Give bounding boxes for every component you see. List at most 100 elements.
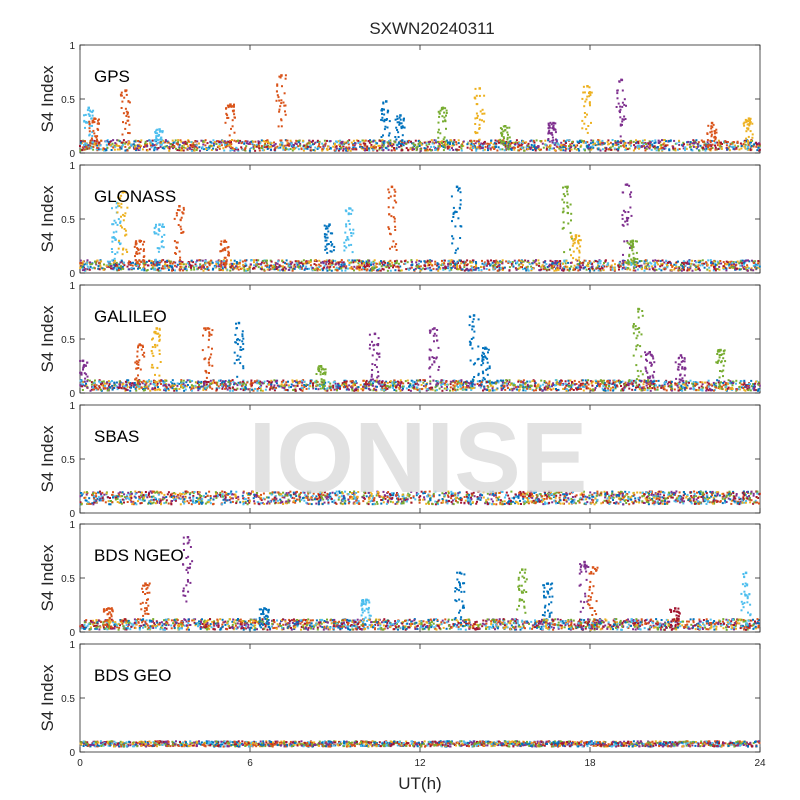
peak-point — [474, 123, 477, 125]
data-point — [605, 265, 608, 268]
data-point — [488, 145, 491, 148]
data-point — [161, 147, 164, 150]
data-point — [314, 141, 317, 144]
data-point — [353, 265, 356, 268]
data-point — [513, 143, 516, 146]
data-point — [660, 144, 663, 146]
data-point — [558, 262, 560, 265]
data-point — [269, 143, 272, 146]
data-point — [597, 262, 600, 265]
peak-point — [90, 139, 93, 142]
data-point — [175, 389, 178, 392]
peak-point — [394, 229, 397, 231]
data-point — [220, 264, 223, 267]
data-point — [510, 142, 513, 144]
data-point — [681, 265, 684, 267]
data-point — [191, 264, 194, 267]
data-point — [360, 264, 363, 267]
data-point — [222, 269, 224, 272]
data-point — [569, 379, 572, 382]
peak-point — [555, 140, 558, 143]
data-point — [135, 147, 138, 150]
data-point — [659, 140, 662, 143]
data-point — [716, 268, 719, 270]
data-point — [179, 266, 182, 269]
data-point — [264, 264, 267, 267]
data-point — [757, 146, 760, 149]
data-point — [710, 140, 713, 142]
data-point — [504, 142, 507, 145]
data-point — [378, 144, 381, 147]
data-point — [658, 147, 661, 150]
data-point — [311, 148, 314, 151]
data-point — [316, 269, 319, 272]
peak-point — [555, 138, 557, 141]
peak-point — [621, 101, 624, 104]
peak-point — [578, 251, 581, 254]
data-point — [673, 263, 676, 266]
data-point — [169, 262, 172, 265]
data-point — [361, 146, 364, 149]
peak-point — [120, 206, 123, 209]
data-point — [244, 259, 246, 262]
peak-point — [175, 246, 178, 249]
data-point — [316, 140, 319, 143]
data-point — [492, 143, 495, 146]
data-point — [148, 260, 151, 262]
data-point — [143, 145, 145, 148]
peak-point — [387, 134, 390, 137]
data-point — [598, 269, 601, 272]
data-point — [245, 264, 248, 267]
data-point — [716, 264, 719, 266]
data-point — [202, 385, 205, 388]
data-point — [538, 149, 541, 152]
data-point — [641, 139, 644, 142]
peak-point — [445, 109, 448, 112]
data-point — [735, 147, 738, 150]
data-point — [361, 139, 364, 142]
data-point — [619, 145, 622, 148]
data-point — [463, 266, 466, 268]
peak-point — [548, 132, 551, 135]
data-point — [604, 260, 607, 263]
data-point — [462, 140, 465, 143]
data-point — [374, 139, 377, 142]
data-point — [603, 142, 606, 145]
data-point — [156, 384, 159, 387]
data-point — [682, 144, 685, 147]
data-point — [666, 382, 669, 385]
data-point — [489, 147, 492, 150]
data-point — [484, 262, 487, 265]
data-point — [105, 143, 108, 146]
data-point — [344, 379, 347, 382]
peak-point — [157, 138, 160, 141]
peak-point — [83, 119, 86, 122]
data-point — [535, 259, 537, 262]
data-point — [285, 259, 288, 262]
data-point — [524, 267, 526, 270]
data-point — [572, 389, 575, 391]
data-point — [252, 140, 255, 143]
peak-point — [388, 120, 391, 123]
peak-point — [143, 255, 146, 258]
data-point — [394, 260, 396, 263]
peak-point — [120, 91, 123, 94]
peak-point — [351, 251, 354, 254]
peak-point — [438, 112, 441, 115]
data-point — [663, 147, 666, 150]
data-point — [323, 260, 326, 263]
peak-point — [710, 127, 713, 130]
peak-point — [89, 142, 92, 145]
data-point — [743, 262, 745, 264]
data-point — [223, 149, 226, 152]
data-point — [174, 264, 176, 267]
data-point — [715, 148, 718, 151]
data-point — [634, 145, 637, 148]
data-point — [332, 260, 334, 263]
data-point — [667, 261, 669, 264]
data-point — [248, 149, 251, 152]
data-point — [518, 149, 521, 152]
data-point — [611, 145, 614, 148]
data-point — [474, 268, 477, 271]
data-point — [414, 139, 417, 142]
